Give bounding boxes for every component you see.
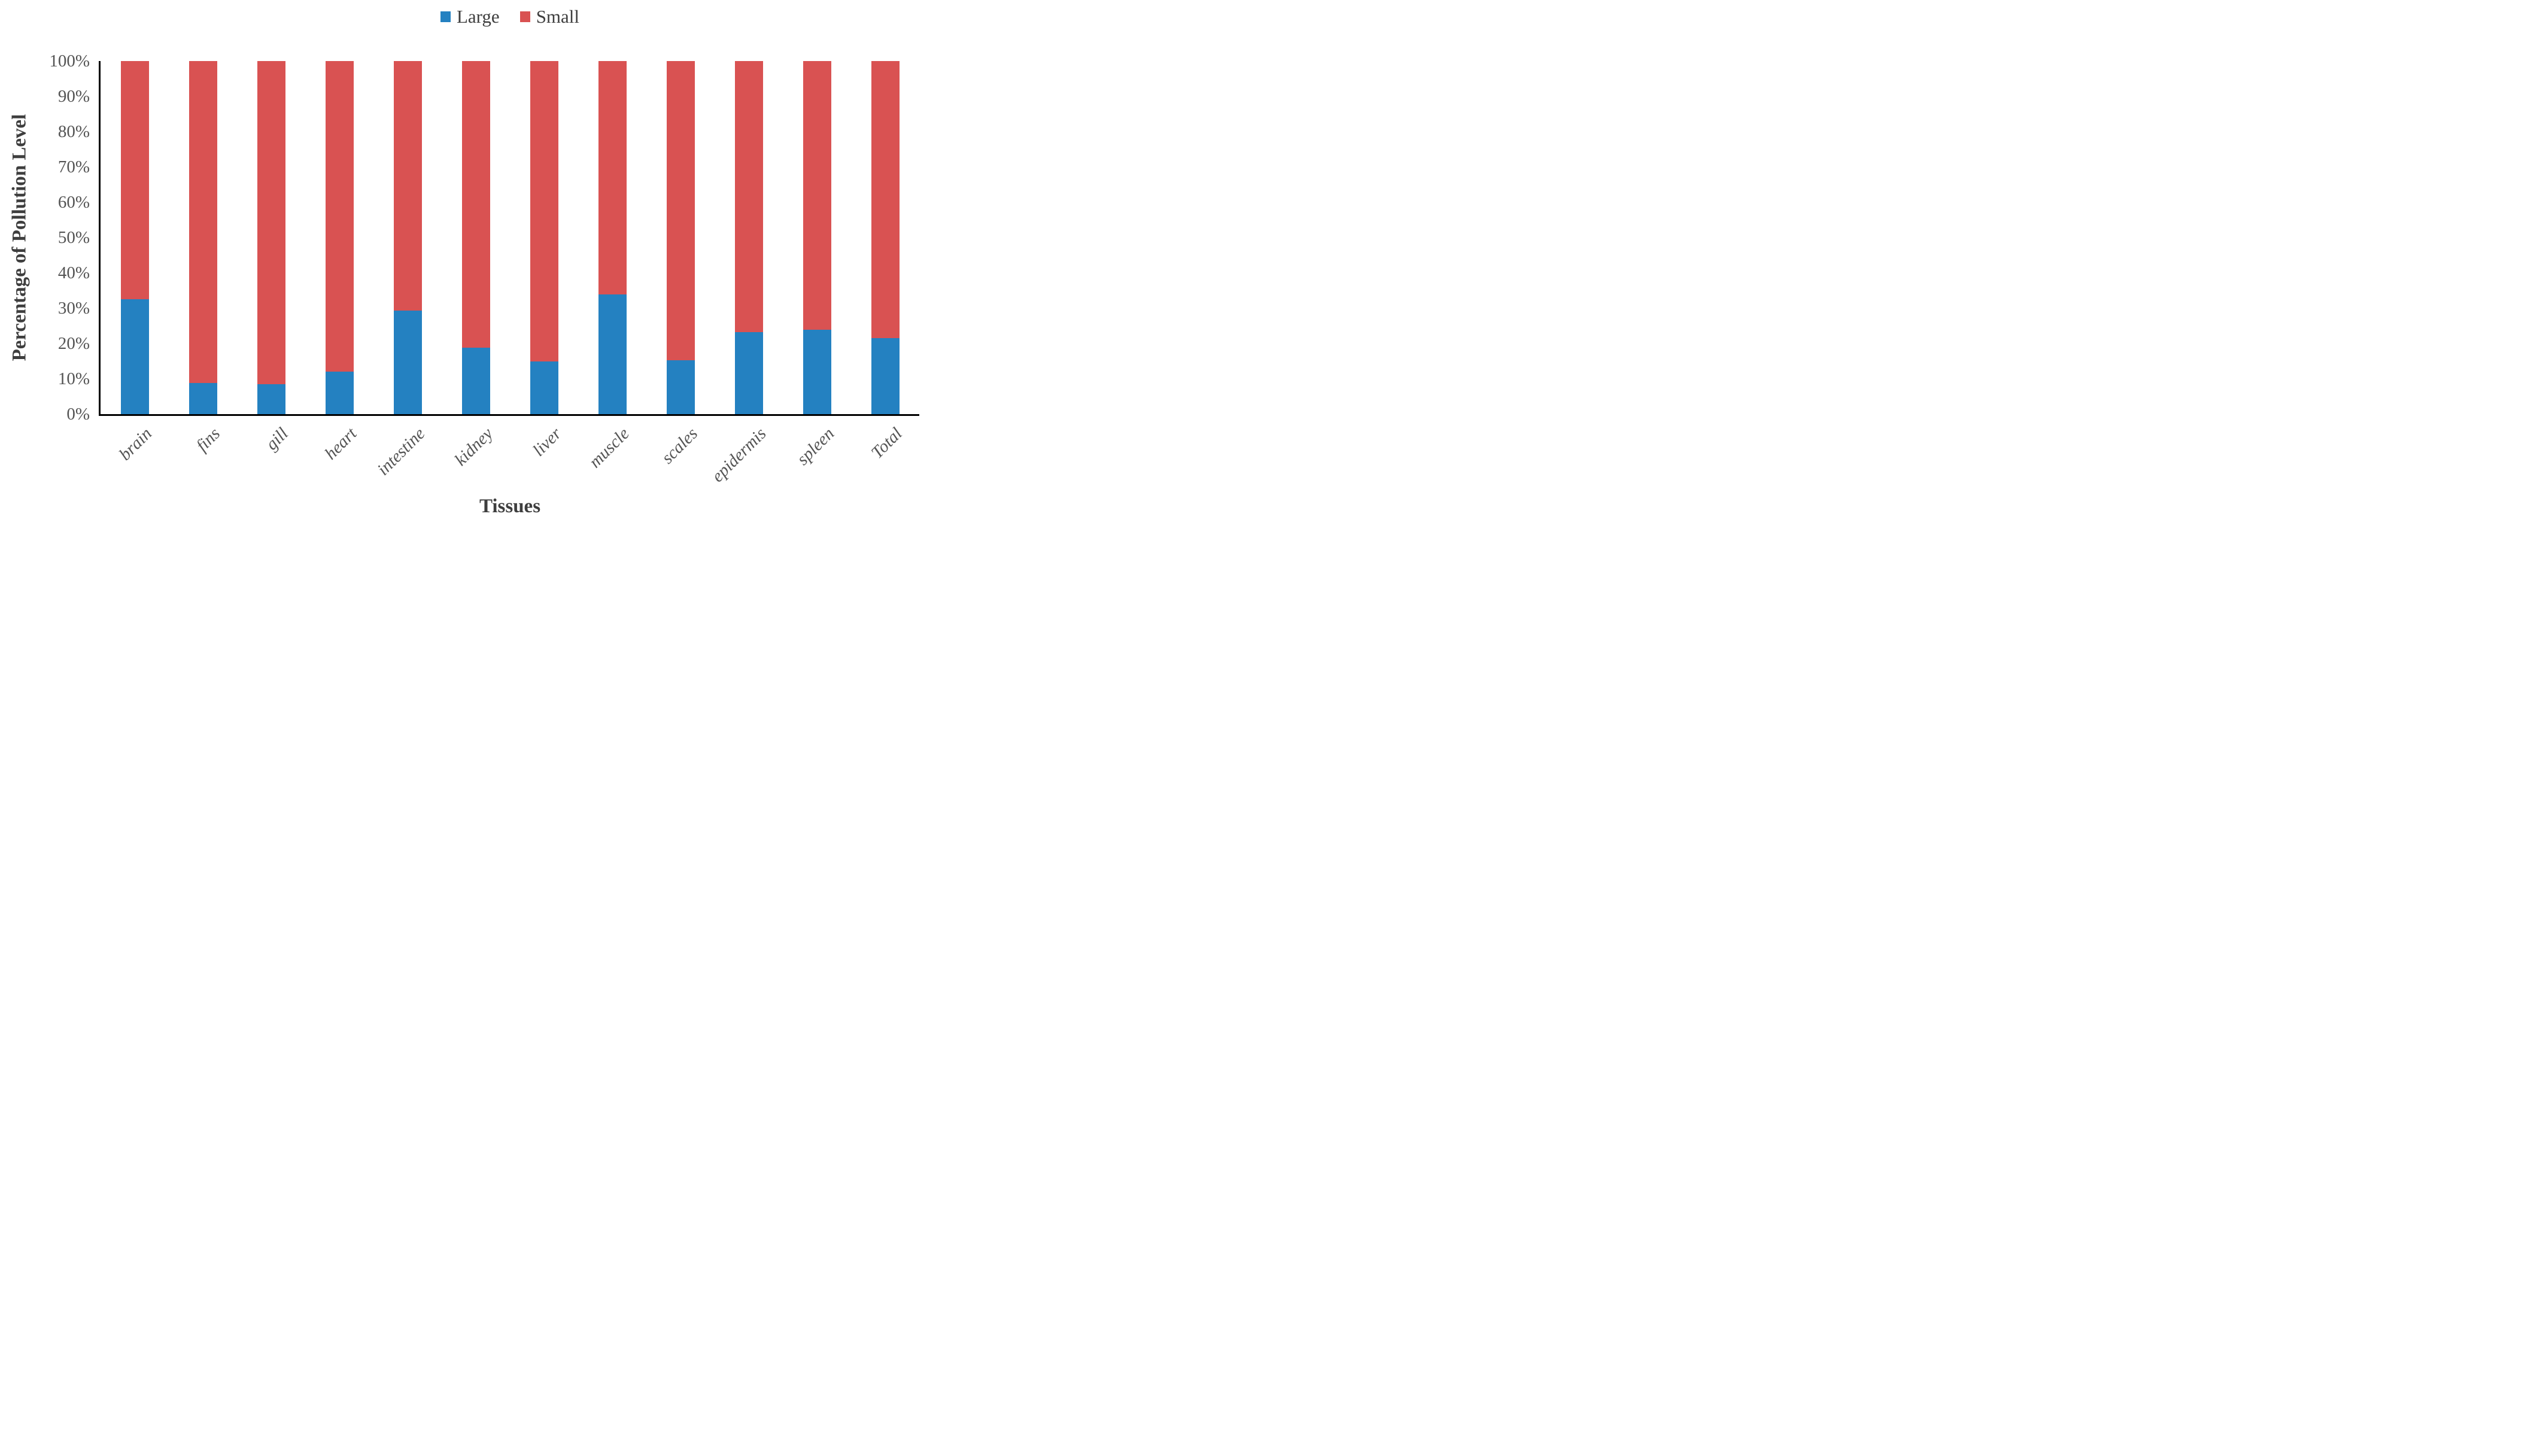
stacked-bar-chart: Large Small Percentage of Pollution Level… [0, 0, 925, 534]
x-category-label-liver: liver [528, 424, 566, 460]
bar-intestine [393, 61, 422, 414]
x-category-label-brain: brain [116, 424, 156, 464]
y-tick-label-60: 60% [57, 193, 90, 212]
x-category-label-heart: heart [321, 424, 361, 464]
bar-brain [120, 61, 149, 414]
bar-total [871, 61, 900, 414]
bar-gill [257, 61, 285, 414]
bar-segment-large-heart [325, 372, 354, 414]
bar-segment-small-scales [666, 61, 695, 360]
y-axis-line [99, 61, 101, 416]
bar-segment-large-liver [530, 361, 558, 414]
bar-segment-large-epidermis [734, 332, 763, 414]
bar-segment-small-muscle [598, 61, 627, 294]
bar-epidermis [734, 61, 763, 414]
legend-item-large: Large [440, 7, 500, 26]
y-tick-label-50: 50% [57, 228, 90, 247]
bar-muscle [598, 61, 627, 414]
x-category-label-total: Total [868, 424, 907, 463]
legend-swatch-small [519, 11, 530, 22]
y-tick-label-40: 40% [57, 263, 90, 282]
x-category-label-kidney: kidney [451, 424, 497, 470]
bar-scales [666, 61, 695, 414]
legend-swatch-large [440, 11, 451, 22]
bar-segment-small-liver [530, 61, 558, 362]
bar-segment-large-kidney [461, 348, 490, 414]
y-tick-label-100: 100% [49, 51, 90, 71]
bar-segment-large-scales [666, 360, 695, 414]
bar-spleen [803, 61, 831, 414]
legend-label: Small [536, 6, 580, 27]
bar-segment-large-fins [189, 383, 217, 414]
x-axis-title-text: Tissues [479, 496, 541, 517]
x-category-label-gill: gill [262, 424, 293, 454]
bar-segment-small-heart [325, 61, 354, 372]
bar-segment-large-intestine [393, 310, 422, 414]
bar-segment-large-spleen [803, 330, 831, 414]
y-tick-label-20: 20% [57, 334, 90, 353]
x-category-label-intestine: intestine [373, 424, 429, 479]
x-axis-title: Tissues [101, 496, 919, 518]
x-category-label-scales: scales [658, 424, 702, 468]
x-category-label-muscle: muscle [585, 424, 634, 472]
x-category-label-epidermis: epidermis [707, 424, 770, 487]
bar-segment-small-epidermis [734, 61, 763, 333]
bar-segment-large-muscle [598, 294, 627, 414]
bar-heart [325, 61, 354, 414]
bar-segment-small-fins [189, 61, 217, 384]
legend-item-small: Small [519, 6, 580, 27]
bar-segment-small-spleen [803, 61, 831, 330]
legend-label: Large [456, 6, 500, 27]
bar-segment-small-total [871, 61, 900, 339]
bar-segment-large-total [871, 338, 900, 414]
x-category-label-fins: fins [192, 424, 224, 455]
y-tick-label-10: 10% [57, 369, 90, 388]
y-tick-label-80: 80% [57, 122, 90, 141]
bar-segment-small-kidney [461, 61, 490, 348]
y-tick-label-0: 0% [66, 405, 90, 424]
bar-segment-small-gill [257, 61, 285, 384]
bar-segment-small-brain [120, 61, 149, 300]
bar-segment-small-intestine [393, 61, 422, 311]
y-tick-label-90: 90% [57, 87, 90, 106]
bar-segment-large-gill [257, 384, 285, 414]
x-category-label-spleen: spleen [793, 424, 838, 469]
y-tick-label-30: 30% [57, 299, 90, 318]
chart-legend: Large Small [101, 7, 919, 26]
bar-liver [530, 61, 558, 414]
x-axis-line [99, 414, 919, 416]
y-tick-label-70: 70% [57, 157, 90, 177]
bar-segment-large-brain [120, 299, 149, 414]
bar-fins [189, 61, 217, 414]
bar-kidney [461, 61, 490, 414]
